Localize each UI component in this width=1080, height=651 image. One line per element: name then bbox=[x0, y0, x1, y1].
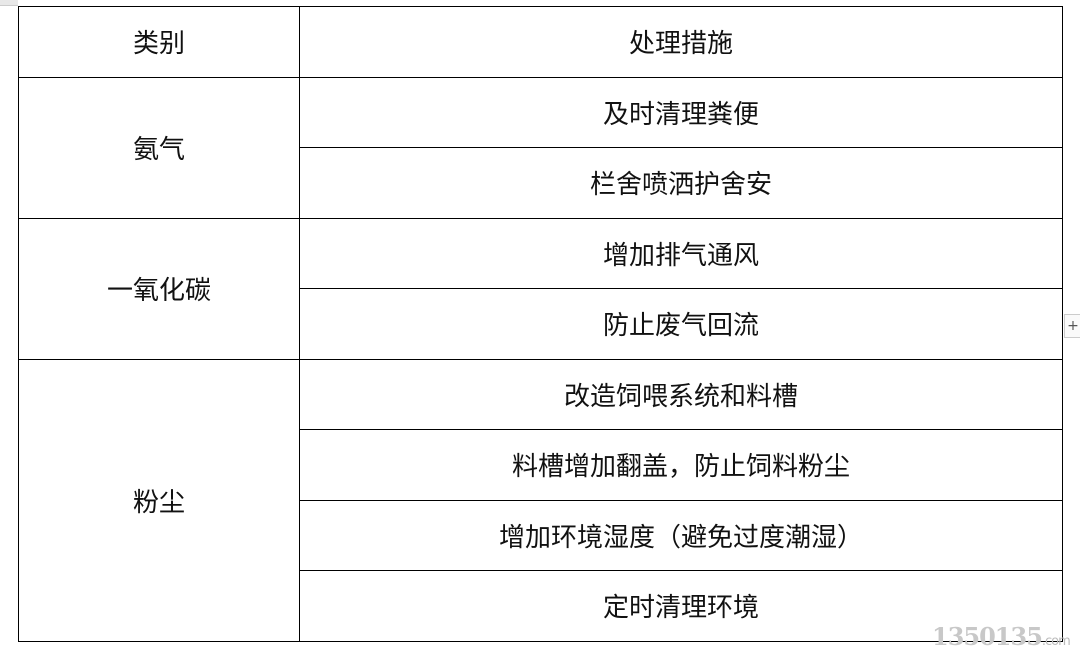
watermark-suffix: .com bbox=[1041, 634, 1071, 649]
measure-cell: 及时清理粪便 bbox=[299, 76, 1063, 148]
measure-cell: 防止废气回流 bbox=[299, 288, 1063, 360]
table-row: 定时清理环境 bbox=[19, 570, 1063, 642]
table-row: 料槽增加翻盖，防止饲料粉尘 bbox=[19, 429, 1063, 501]
table-row: 粉尘 改造饲喂系统和料槽 bbox=[18, 358, 1063, 642]
category-cell: 粉尘 bbox=[18, 358, 300, 642]
measures-table: 类别 处理措施 氨气 及时清理粪便 栏舍喷洒护舍安 一氧化碳 增加排气通风 防止… bbox=[18, 6, 1063, 642]
header-measures: 处理措施 bbox=[299, 6, 1063, 78]
table-row: 一氧化碳 增加排气通风 bbox=[18, 217, 1063, 360]
measure-cell: 增加环境湿度（避免过度潮湿） bbox=[299, 499, 1063, 571]
table-header-row: 类别 处理措施 bbox=[18, 6, 1063, 78]
measure-cell: 栏舍喷洒护舍安 bbox=[299, 147, 1063, 219]
expand-button[interactable]: + bbox=[1064, 314, 1080, 338]
watermark-logo: 1350135.com bbox=[932, 622, 1071, 651]
window-corner bbox=[0, 0, 18, 6]
header-category: 类别 bbox=[18, 6, 300, 78]
table-row: 氨气 及时清理粪便 bbox=[18, 76, 1063, 219]
measure-cell: 增加排气通风 bbox=[299, 217, 1063, 289]
measure-cell: 改造饲喂系统和料槽 bbox=[299, 358, 1063, 430]
measure-cell: 定时清理环境 bbox=[299, 570, 1063, 642]
watermark-text: 1350135 bbox=[932, 622, 1043, 651]
table-row: 防止废气回流 bbox=[19, 288, 1063, 360]
category-cell: 一氧化碳 bbox=[18, 217, 300, 360]
table-row: 栏舍喷洒护舍安 bbox=[19, 147, 1063, 219]
category-cell: 氨气 bbox=[18, 76, 300, 219]
measure-cell: 料槽增加翻盖，防止饲料粉尘 bbox=[299, 429, 1063, 501]
